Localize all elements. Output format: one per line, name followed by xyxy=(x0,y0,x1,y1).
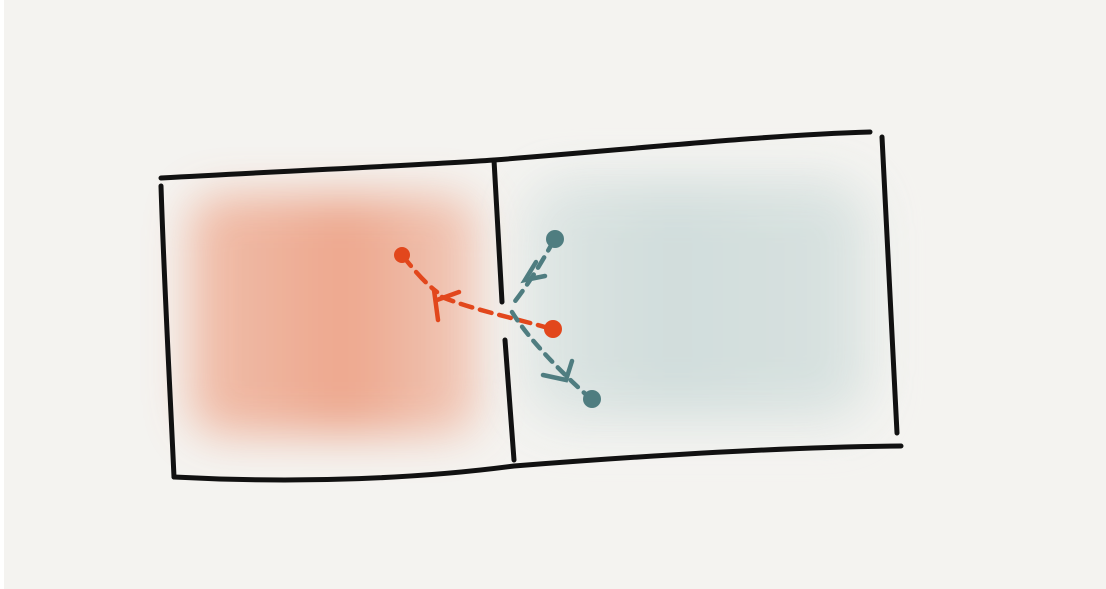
outline-bottom xyxy=(174,446,901,480)
outline-right xyxy=(882,137,897,433)
right-wash xyxy=(514,170,884,440)
sketch-canvas xyxy=(4,0,1106,589)
outline-divider-lower xyxy=(505,340,514,460)
orange-end-dot xyxy=(544,320,562,338)
outline-divider-upper xyxy=(494,160,502,302)
outline-left xyxy=(161,186,174,477)
teal-start-dot xyxy=(546,230,564,248)
orange-start-dot xyxy=(394,247,410,263)
teal-end-dot xyxy=(583,390,601,408)
sketch-diagram xyxy=(4,0,1106,589)
